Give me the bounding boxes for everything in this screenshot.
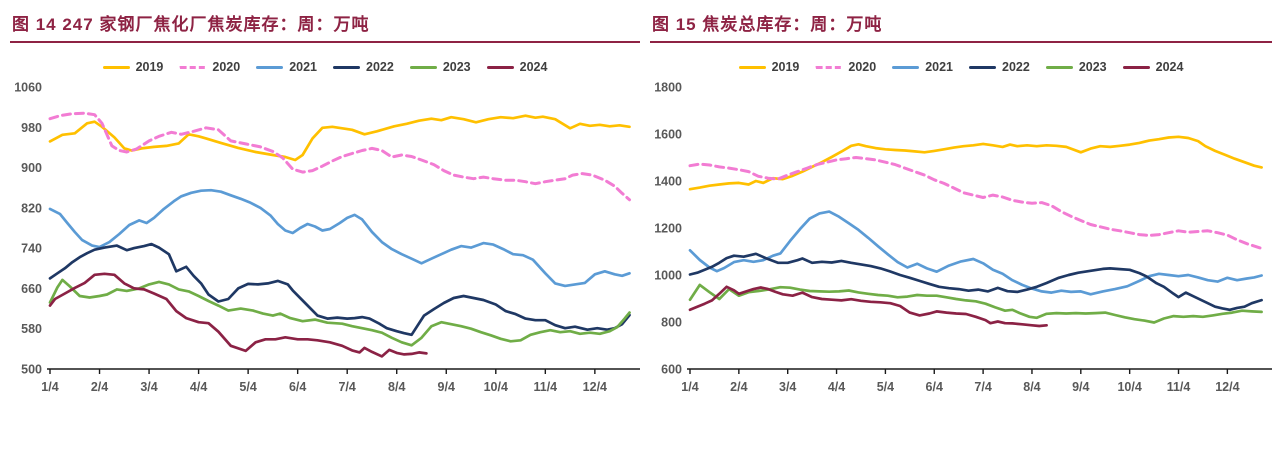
series-2021-line <box>688 210 1263 296</box>
figure-15-title: 图 15 焦炭总库存：周：万吨 <box>652 15 883 34</box>
y-tick-label-800: 800 <box>661 316 682 330</box>
series-2019-line <box>688 135 1263 191</box>
legend-swatch-2023 <box>1045 65 1073 69</box>
figure-14-title: 图 14 247 家钢厂焦化厂焦炭库存：周：万吨 <box>12 15 370 34</box>
legend-label-2019: 2019 <box>771 60 800 74</box>
y-tick-label-1400: 1400 <box>654 175 682 189</box>
figure-14-panel: 图 14 247 家钢厂焦化厂焦炭库存：周：万吨 2019 2020 2021 202… <box>10 6 640 401</box>
y-tick-label-580: 580 <box>21 322 42 336</box>
legend-label-2024: 2024 <box>519 60 548 74</box>
x-tick-label-1/4: 1/4 <box>41 380 58 394</box>
figure-15-title-underline <box>650 41 1272 43</box>
x-tick-label-9/4: 9/4 <box>1072 380 1089 394</box>
legend-label-2024: 2024 <box>1155 60 1184 74</box>
series-2022-line <box>688 252 1263 312</box>
series-2024-line <box>688 285 1048 328</box>
figure-14-legend: 2019 2020 2021 2022 2023 2024 <box>10 57 640 77</box>
legend-item-2021: 2021 <box>256 60 317 74</box>
legend-item-2022: 2022 <box>333 60 394 74</box>
x-tick-label-12/4: 12/4 <box>1215 380 1239 394</box>
y-tick-label-1800: 1800 <box>654 81 682 95</box>
legend-label-2023: 2023 <box>442 60 471 74</box>
x-tick-label-9/4: 9/4 <box>438 380 455 394</box>
series-2023-line <box>688 283 1263 324</box>
x-tick-label-6/4: 6/4 <box>289 380 306 394</box>
figure-14-title-underline <box>10 41 640 43</box>
legend-swatch-2024 <box>1122 65 1150 69</box>
legend-item-2024: 2024 <box>486 60 548 74</box>
x-tick-label-8/4: 8/4 <box>388 380 405 394</box>
legend-item-2019: 2019 <box>738 60 800 74</box>
figure-15-panel: 图 15 焦炭总库存：周：万吨 2019 2020 2021 2022 2023 2024… <box>650 6 1272 401</box>
y-tick-label-1600: 1600 <box>654 128 682 142</box>
x-tick-label-8/4: 8/4 <box>1023 380 1040 394</box>
x-tick-label-4/4: 4/4 <box>190 380 207 394</box>
y-tick-label-820: 820 <box>21 201 42 215</box>
figure-14-chart: 1060 980 900 820 740 660 580 500 1/4 2/4 3/4 4/4 5/4… <box>14 81 640 394</box>
y-tick-label-600: 600 <box>661 363 682 377</box>
legend-item-2023: 2023 <box>1045 60 1107 74</box>
x-tick-label-10/4: 10/4 <box>1117 380 1141 394</box>
y-tick-label-660: 660 <box>21 282 42 296</box>
y-tick-label-1200: 1200 <box>654 222 682 236</box>
x-tick-label-2/4: 2/4 <box>91 380 108 394</box>
y-tick-label-900: 900 <box>21 161 42 175</box>
x-tick-label-4/4: 4/4 <box>828 380 845 394</box>
legend-swatch-2021 <box>256 65 284 69</box>
figure-15-legend: 2019 2020 2021 2022 2023 2024 <box>650 57 1272 77</box>
x-tick-label-11/4: 11/4 <box>1167 380 1191 394</box>
series-2021-line <box>48 188 631 288</box>
x-tick-label-7/4: 7/4 <box>338 380 355 394</box>
legend-swatch-2022 <box>333 65 360 69</box>
legend-label-2020: 2020 <box>212 60 241 74</box>
legend-label-2021: 2021 <box>289 60 317 74</box>
legend-label-2022: 2022 <box>366 60 394 74</box>
legend-swatch-2020 <box>815 65 843 69</box>
legend-label-2023: 2023 <box>1078 60 1107 74</box>
x-tick-label-3/4: 3/4 <box>140 380 157 394</box>
y-tick-label-1060: 1060 <box>14 81 42 95</box>
y-tick-label-740: 740 <box>21 242 42 256</box>
legend-swatch-2022 <box>969 65 996 69</box>
x-tick-label-11/4: 11/4 <box>533 380 557 394</box>
legend-swatch-2023 <box>409 65 437 69</box>
legend-item-2020: 2020 <box>179 60 240 74</box>
y-tick-label-1000: 1000 <box>654 269 682 283</box>
figure-15-chart: 1800 1600 1400 1200 1000 800 600 1/4 2/4 3/4 4/4 5/… <box>654 81 1272 394</box>
legend-swatch-2019 <box>102 65 130 69</box>
series-2020-line <box>48 111 631 202</box>
x-tick-label-2/4: 2/4 <box>730 380 747 394</box>
series-2020-line <box>688 156 1264 250</box>
legend-label-2022: 2022 <box>1002 60 1030 74</box>
legend-label-2020: 2020 <box>848 60 877 74</box>
y-tick-label-500: 500 <box>21 363 42 377</box>
legend-swatch-2019 <box>738 65 766 69</box>
legend-item-2024: 2024 <box>1122 60 1184 74</box>
x-tick-label-3/4: 3/4 <box>779 380 796 394</box>
x-tick-label-5/4: 5/4 <box>877 380 894 394</box>
legend-label-2019: 2019 <box>135 60 164 74</box>
x-tick-label-7/4: 7/4 <box>974 380 991 394</box>
legend-swatch-2021 <box>892 65 920 69</box>
x-tick-label-5/4: 5/4 <box>239 380 256 394</box>
legend-item-2020: 2020 <box>815 60 876 74</box>
x-tick-label-6/4: 6/4 <box>926 380 943 394</box>
legend-swatch-2020 <box>179 65 207 69</box>
legend-item-2022: 2022 <box>969 60 1030 74</box>
series-2019-line <box>48 114 631 162</box>
series-2022-line <box>48 242 631 337</box>
x-tick-label-1/4: 1/4 <box>681 380 698 394</box>
legend-item-2023: 2023 <box>409 60 471 74</box>
legend-item-2019: 2019 <box>102 60 164 74</box>
y-tick-label-980: 980 <box>21 121 42 135</box>
x-tick-label-10/4: 10/4 <box>484 380 508 394</box>
legend-label-2021: 2021 <box>925 60 953 74</box>
legend-swatch-2024 <box>486 65 514 69</box>
series-2024-line <box>48 272 428 358</box>
legend-item-2021: 2021 <box>892 60 953 74</box>
x-tick-label-12/4: 12/4 <box>583 380 607 394</box>
